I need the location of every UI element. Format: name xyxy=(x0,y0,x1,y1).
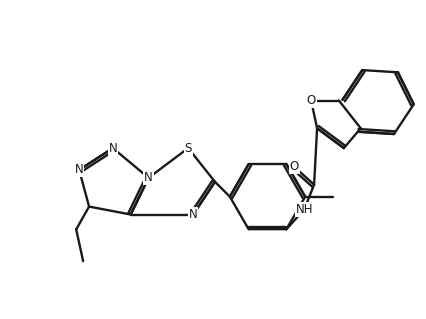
Text: N: N xyxy=(144,171,153,184)
Text: O: O xyxy=(307,94,316,107)
Text: S: S xyxy=(184,142,192,155)
Text: O: O xyxy=(290,160,299,173)
Text: N: N xyxy=(189,208,198,221)
Text: NH: NH xyxy=(296,203,313,216)
Text: N: N xyxy=(75,163,83,176)
Text: N: N xyxy=(109,142,117,155)
